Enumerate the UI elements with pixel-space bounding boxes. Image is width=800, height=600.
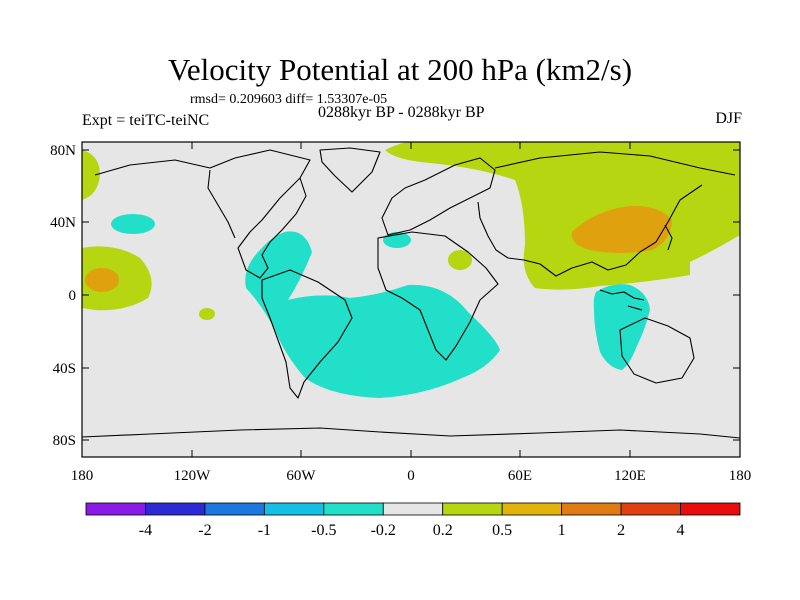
colorbar-box-10 [680,502,741,516]
colorbar-label-7: 1 [558,522,566,539]
coast-islands [599,289,645,311]
lat-ticks [82,149,740,441]
coast-antarctica [82,427,740,439]
colorbar-label-2: -1 [258,522,271,539]
colorbar-box-1 [145,502,206,516]
period-label: 0288kyr BP - 0288kyr BP [318,104,485,121]
lon-label-180w: 180 [71,468,94,484]
experiment-label: Expt = teiTC-teiNC [82,112,210,129]
contour-negative-indonesia [593,284,650,370]
colorbar-box-0 [85,502,146,516]
colorbar-box-7 [501,502,563,516]
contour-positive-africa [448,250,472,270]
coast-north-america [94,149,311,279]
colorbar-labels: -4 -2 -1 -0.5 -0.2 0.2 0.5 1 2 4 [139,522,685,539]
colorbar-box-9 [620,502,681,516]
lon-label-180e: 180 [729,468,752,484]
coastlines [82,147,740,439]
lon-label-60e: 60E [508,468,532,484]
colorbar-box-8 [561,502,622,516]
lat-label-40n: 40N [50,215,76,231]
colorbar-label-4: -0.2 [371,522,396,539]
colorbar-box-3 [263,502,325,516]
colorbar-label-0: -4 [139,522,152,539]
coast-japan [664,224,673,251]
colorbar-label-5: 0.2 [433,522,453,539]
colorbar-box-6 [442,502,503,516]
coast-australia [619,317,695,384]
colorbar-label-3: -0.5 [311,522,336,539]
lon-label-0: 0 [407,468,415,484]
colorbar [85,502,741,516]
contour-strong-pacific [85,268,119,292]
season-label: DJF [715,110,742,127]
lon-ticks [81,142,741,457]
lon-label-120e: 120E [614,468,646,484]
coast-south-america [261,269,353,399]
coast-asia [477,151,736,277]
lat-label-0: 0 [69,288,77,304]
coast-africa [377,231,499,361]
colorbar-box-2 [204,502,265,516]
contour-positive-arctic-west [82,150,100,200]
lon-label-120w: 120W [174,468,212,484]
contour-positive-pacific-small [199,308,215,320]
stats-line: rmsd= 0.209603 diff= 1.53307e-05 [190,92,388,107]
coast-greenland [319,147,381,193]
colorbar-label-8: 2 [617,522,625,539]
lat-label-80s: 80S [53,433,76,449]
lat-label-40s: 40S [53,361,76,377]
colorbar-label-9: 4 [677,522,685,539]
contour-negative-atlantic [245,231,500,398]
contour-negative-northpacific [111,214,155,234]
contour-positive-asia [385,142,740,290]
lat-label-80n: 80N [50,143,76,159]
colorbar-label-6: 0.5 [492,522,512,539]
lon-label-60w: 60W [286,468,316,484]
colorbar-label-1: -2 [198,522,211,539]
colorbar-box-5 [382,502,444,516]
map-title: Velocity Potential at 200 hPa (km2/s) [167,52,633,87]
coast-europe [381,157,496,236]
contour-strong-east-asia [571,205,672,253]
colorbar-box-4 [323,502,384,516]
